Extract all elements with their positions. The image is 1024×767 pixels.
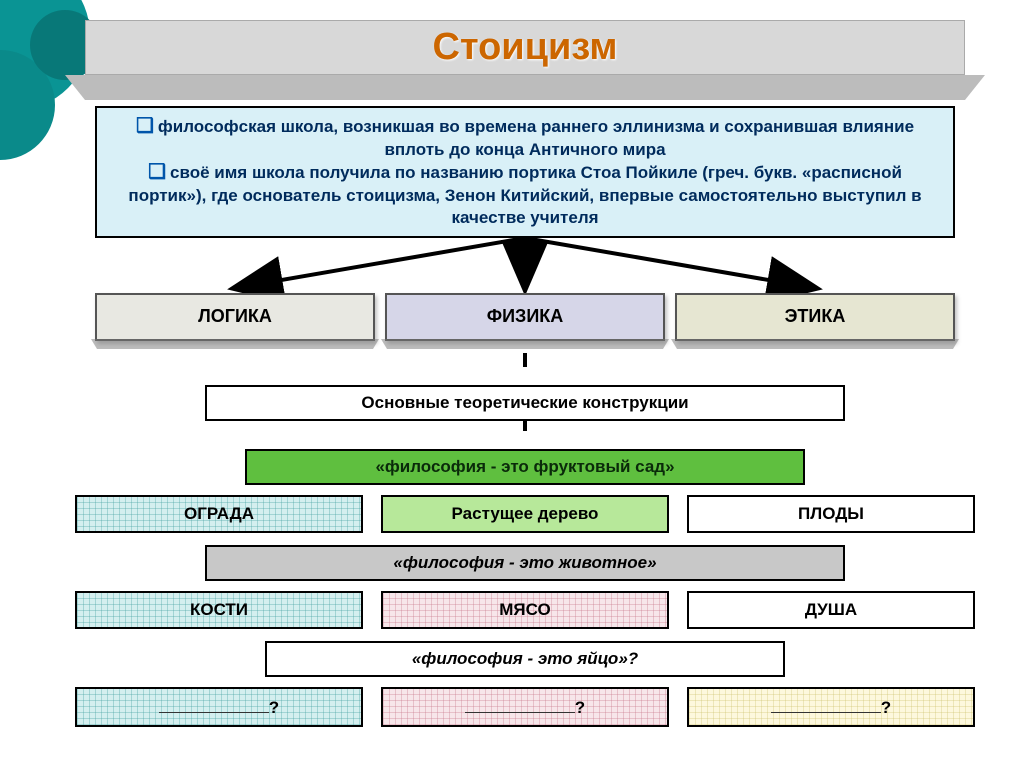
metaphor-cell: ? bbox=[381, 687, 669, 727]
branch-arrows-svg bbox=[95, 238, 955, 293]
pillars-row: ЛОГИКАФИЗИКАЭТИКА bbox=[95, 293, 955, 341]
section-main-row: Основные теоретические конструкции bbox=[60, 385, 990, 421]
title-bar-top: Стоицизм bbox=[85, 20, 965, 75]
pillar: ФИЗИКА bbox=[385, 293, 665, 341]
title-bar-shelf bbox=[85, 75, 965, 100]
metaphor-cell: ДУША bbox=[687, 591, 975, 629]
title-text: Стоицизм bbox=[433, 26, 618, 69]
slide-root: Стоицизм ❑философская школа, возникшая в… bbox=[60, 20, 990, 727]
definition-item: ❑своё имя школа получила по названию пор… bbox=[111, 160, 939, 228]
definition-item: ❑философская школа, возникшая во времена… bbox=[111, 114, 939, 160]
title-bar: Стоицизм bbox=[85, 20, 965, 100]
metaphor-cell: ПЛОДЫ bbox=[687, 495, 975, 533]
metaphor-cell: Растущее дерево bbox=[381, 495, 669, 533]
garden-header-row: «философия - это фруктовый сад» bbox=[60, 449, 990, 485]
arrows-row bbox=[95, 238, 955, 293]
metaphor-cell: МЯСО bbox=[381, 591, 669, 629]
animal-header: «философия - это животное» bbox=[205, 545, 845, 581]
metaphor-cell: КОСТИ bbox=[75, 591, 363, 629]
pillar: ЭТИКА bbox=[675, 293, 955, 341]
metaphor-cell: ? bbox=[75, 687, 363, 727]
egg-header: «философия - это яйцо»? bbox=[265, 641, 785, 677]
egg-items-row: ??? bbox=[75, 687, 975, 727]
egg-header-row: «философия - это яйцо»? bbox=[60, 641, 990, 677]
metaphor-cell: ? bbox=[687, 687, 975, 727]
garden-header: «философия - это фруктовый сад» bbox=[245, 449, 805, 485]
connector bbox=[523, 421, 527, 431]
section-main-bar: Основные теоретические конструкции bbox=[205, 385, 845, 421]
animal-items-row: КОСТИ МЯСО ДУША bbox=[75, 591, 975, 629]
animal-header-row: «философия - это животное» bbox=[60, 545, 990, 581]
metaphor-cell: ОГРАДА bbox=[75, 495, 363, 533]
connector bbox=[523, 353, 527, 367]
definition-box: ❑философская школа, возникшая во времена… bbox=[95, 106, 955, 238]
garden-items-row: ОГРАДА Растущее дерево ПЛОДЫ bbox=[75, 495, 975, 533]
pillar: ЛОГИКА bbox=[95, 293, 375, 341]
